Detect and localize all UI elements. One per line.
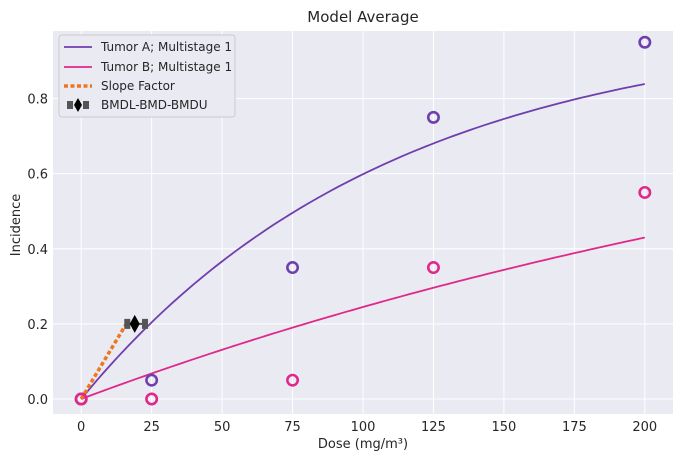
y-tick-label: 0.4 [27, 243, 48, 258]
legend-label-slope-factor: Slope Factor [101, 79, 175, 93]
tick-labels: 0 25 50 75 100 125 150 175 200 0.0 0.2 0.4 0.6 0.8 [27, 93, 657, 435]
x-tick-label: 25 [143, 420, 160, 435]
observation-point [286, 373, 300, 387]
chart-title: Model Average [307, 8, 418, 26]
x-tick-label: 50 [214, 420, 231, 435]
bmdu-marker [142, 318, 148, 329]
legend-swatch-bmd-marker [67, 98, 89, 112]
observation-point [145, 392, 159, 406]
observation-point [638, 35, 652, 49]
legend: Tumor A; Multistage 1 Tumor B; Multistag… [58, 34, 236, 118]
y-axis-label: Incidence [9, 194, 24, 256]
observation-point [145, 373, 159, 387]
observation-points [74, 35, 652, 406]
observation-point [426, 261, 440, 275]
x-tick-label: 200 [632, 420, 657, 435]
legend-label-tumor-b: Tumor B; Multistage 1 [100, 60, 232, 74]
legend-bmdu-bar [83, 101, 89, 109]
observation-point [74, 392, 88, 406]
y-tick-label: 0.8 [27, 93, 48, 108]
legend-bmdl-bar [67, 101, 73, 109]
x-tick-label: 125 [421, 420, 446, 435]
x-axis-label: Dose (mg/m³) [318, 437, 408, 452]
legend-bmd-diamond [74, 98, 82, 112]
model-curve [80, 83, 645, 400]
x-tick-label: 150 [491, 420, 516, 435]
series-lines [79, 83, 646, 400]
bmd-diamond-marker [129, 314, 140, 333]
x-tick-label: 100 [351, 420, 376, 435]
slope-factor-line [79, 322, 128, 400]
x-tick-label: 175 [562, 420, 587, 435]
bmdl-marker [124, 318, 131, 329]
y-tick-label: 0.2 [27, 318, 48, 333]
grid [53, 31, 673, 414]
x-tick-label: 75 [284, 420, 301, 435]
observation-point [426, 110, 440, 124]
legend-box [58, 34, 236, 118]
observation-point [638, 185, 652, 199]
bmd-marker-group [124, 314, 148, 333]
model-curve [80, 236, 646, 400]
x-tick-label: 0 [77, 420, 85, 435]
y-tick-label: 0.6 [27, 168, 48, 183]
y-tick-label: 0.0 [27, 393, 48, 408]
legend-label-bmd-marker: BMDL-BMD-BMDU [101, 98, 208, 112]
legend-label-tumor-a: Tumor A; Multistage 1 [100, 40, 232, 54]
observation-point [286, 261, 300, 275]
